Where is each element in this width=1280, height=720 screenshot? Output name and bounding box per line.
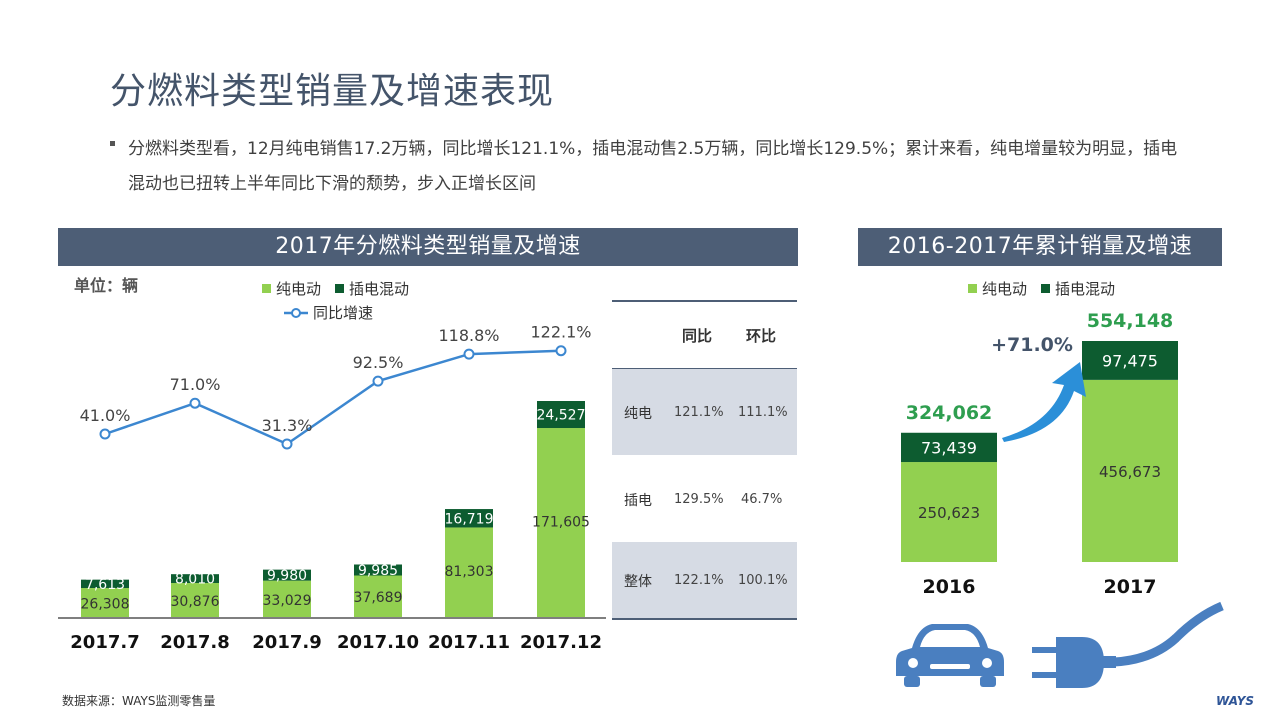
plug-icon [1032,601,1224,688]
bar-label-bev: 81,303 [445,564,494,580]
yoy-label: 31.3% [262,416,313,435]
table-row-shade [612,542,797,618]
legend-label-phev: 插电混动 [1055,280,1116,298]
data-source: 数据来源：WAYS监测零售量 [62,694,216,708]
table-row-label: 整体 [624,574,652,590]
bullet-marker [110,141,115,146]
bar-phev [901,432,997,463]
yoy-label: 92.5% [353,353,404,372]
table-cell-mom: 100.1% [738,573,788,588]
yoy-label: 41.0% [80,406,131,425]
bar-phev [537,401,585,429]
monthly-legend: 纯电动 插电混动 [262,278,409,299]
summary-text: 分燃料类型看，12月纯电销售17.2万辆，同比增长121.1%，插电混动售2.5… [128,139,1178,194]
x-tick-label: 2017.12 [520,632,602,653]
x-tick-label: 2017.8 [160,632,229,653]
yoy-point [372,375,384,387]
bar-label-bev: 26,308 [81,597,130,613]
legend-swatch-bev [262,284,271,293]
yoy-point [555,345,567,357]
table-row-shade [612,369,797,455]
table-top-rule [612,300,797,302]
car-icon [896,624,1004,687]
cumulative-chart-title: 2016-2017年累计销量及增速 [858,228,1222,266]
yoy-label: 122.1% [530,323,591,342]
page-title: 分燃料类型销量及增速表现 [110,71,555,112]
table-cell-mom: 46.7% [741,492,783,507]
growth-label: +71.0% [991,334,1073,356]
table-cell-yoy: 121.1% [674,405,724,420]
bar-phev [1082,341,1178,380]
total-label: 324,062 [906,402,993,424]
yoy-point [189,397,201,409]
bar-phev [171,574,219,583]
total-label: 554,148 [1087,310,1174,332]
yoy-label: 118.8% [438,326,499,345]
legend-label-phev: 插电混动 [349,280,410,298]
table-row-label: 插电 [624,493,652,509]
bar-label-phev: 97,475 [1102,351,1158,370]
bar-bev [354,575,402,617]
bar-bev [263,580,311,617]
bar-bev [1082,379,1178,562]
bar-label-bev: 30,876 [171,594,220,610]
bar-label-phev: 9,980 [267,568,307,584]
bar-bev [445,527,493,617]
bar-label-phev: 8,010 [175,572,215,588]
yoy-point [463,348,475,360]
bar-label-phev: 24,527 [537,408,586,424]
x-tick-label: 2017.9 [252,632,321,653]
bar-label-bev: 37,689 [354,590,403,606]
line-legend-marker [284,307,308,318]
bar-label-bev: 171,605 [532,515,590,531]
legend-label-bev: 纯电动 [276,280,322,298]
yoy-label: 71.0% [170,375,221,394]
table-cell-yoy: 122.1% [674,573,724,588]
yoy-point [281,438,293,450]
cumulative-legend: 纯电动 插电混动 [968,278,1115,299]
table-cell-mom: 111.1% [738,405,788,420]
legend-swatch-phev [335,284,345,293]
table-row-label: 纯电 [624,406,652,422]
bar-label-phev: 9,985 [358,563,398,579]
monthly-chart-title: 2017年分燃料类型销量及增速 [58,228,798,266]
table-cell-yoy: 129.5% [674,492,724,507]
bar-bev [81,588,129,617]
table-header-yoy: 同比 [682,327,713,345]
table-header-rule [612,368,797,369]
legend-label-bev: 纯电动 [982,280,1028,298]
bar-label-phev: 73,439 [921,438,977,457]
bar-phev [445,509,493,528]
table-header-mom: 环比 [746,327,777,345]
unit-label: 单位：辆 [74,276,139,295]
table-bottom-rule [612,618,797,620]
x-tick-label: 2017.7 [70,632,139,653]
growth-arrow-icon [1002,362,1086,442]
summary-bullet: 分燃料类型看，12月纯电销售17.2万辆，同比增长121.1%，插电混动售2.5… [110,132,1190,202]
bar-phev [263,569,311,581]
bar-phev [81,579,129,589]
x-tick-label: 2017 [1104,576,1157,598]
ways-logo: WAYS [1216,694,1255,708]
x-tick-label: 2017.10 [337,632,419,653]
x-tick-label: 2017.11 [428,632,510,653]
bar-label-bev: 456,673 [1099,463,1161,481]
yoy-line [104,349,562,446]
bar-label-bev: 33,029 [263,593,312,609]
legend-label-yoy: 同比增速 [313,304,374,322]
line-legend: 同比增速 [283,302,373,323]
x-tick-label: 2016 [923,576,976,598]
bar-label-phev: 7,613 [85,577,125,593]
legend-swatch-phev [1041,284,1051,293]
bar-bev [171,582,219,617]
bar-bev [537,428,585,617]
bar-label-phev: 16,719 [445,511,494,527]
yoy-point [99,428,111,440]
bar-label-bev: 250,623 [918,504,980,522]
legend-swatch-bev [968,284,977,293]
bar-phev [354,564,402,576]
bar-bev [901,462,997,562]
